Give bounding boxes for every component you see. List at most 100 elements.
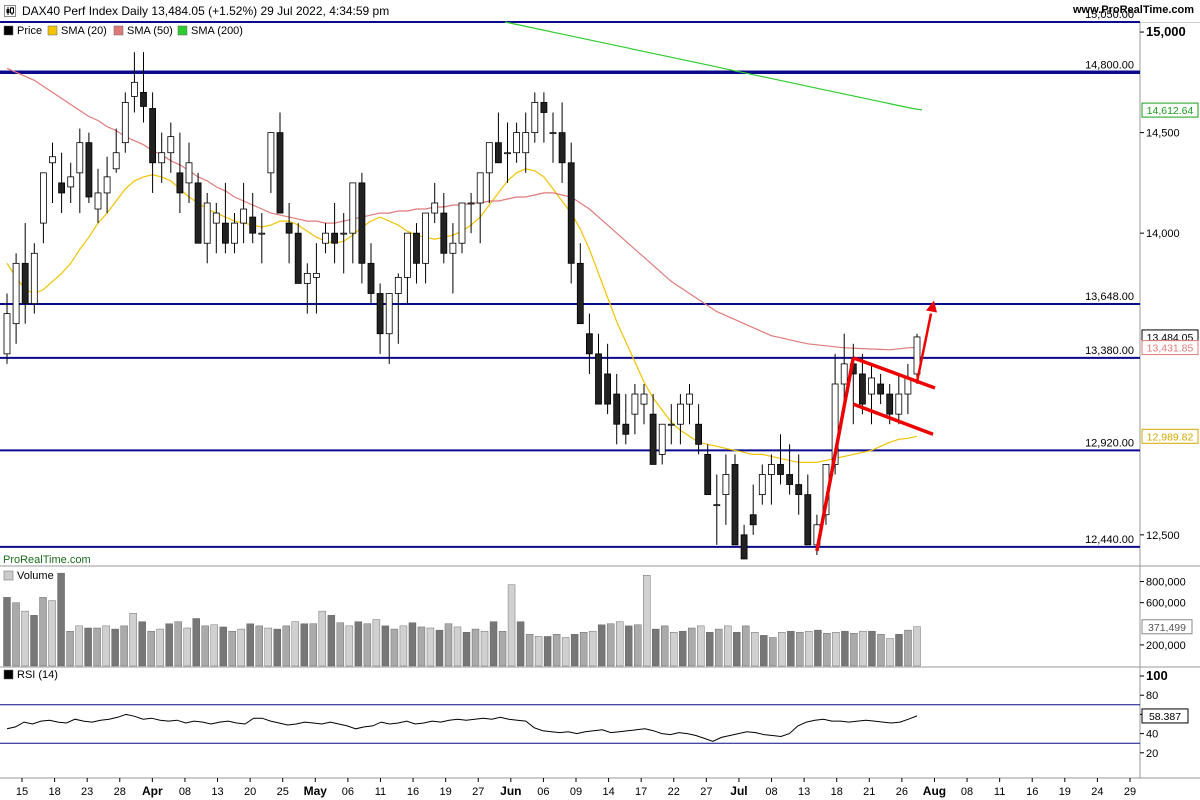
candle-body xyxy=(231,222,238,244)
rsi-legend-swatch xyxy=(3,669,14,680)
candle xyxy=(777,434,784,485)
volume-bar xyxy=(796,632,804,667)
volume-bar xyxy=(534,636,543,667)
candle xyxy=(895,373,903,425)
x-tick-label: 18 xyxy=(48,786,60,798)
candle xyxy=(494,112,502,164)
x-tick-label: 23 xyxy=(81,786,93,798)
x-tick-label: 21 xyxy=(863,786,875,798)
volume-bar xyxy=(183,627,191,667)
candle-body xyxy=(440,212,448,254)
sma50-value-label: 13,431.85 xyxy=(1147,343,1194,355)
candle xyxy=(231,213,238,254)
candle-body xyxy=(303,272,311,284)
candle xyxy=(667,404,675,445)
legend-label-1: SMA (20) xyxy=(61,25,107,37)
volume-bar xyxy=(498,630,507,667)
candle-body xyxy=(212,212,220,224)
candle xyxy=(631,384,639,435)
volume-bar xyxy=(886,638,894,667)
volume-bar xyxy=(192,618,200,667)
volume-bar xyxy=(165,623,173,667)
candle xyxy=(67,162,75,203)
chart-type-icon[interactable] xyxy=(4,5,16,17)
volume-bar xyxy=(832,632,840,667)
candle xyxy=(522,112,530,173)
candle xyxy=(567,142,575,284)
candle-body xyxy=(595,353,602,405)
candle xyxy=(595,333,602,405)
price-tick-label: 15,000 xyxy=(1146,24,1186,39)
candle xyxy=(713,474,721,545)
sma200-value-label: 14,612.64 xyxy=(1147,105,1194,117)
volume-bar xyxy=(354,621,363,667)
candle xyxy=(904,363,912,415)
candle xyxy=(121,92,129,153)
candle-body xyxy=(576,262,584,325)
candle xyxy=(176,132,184,214)
level-label-1: 14,800.00 xyxy=(1085,59,1134,71)
candle xyxy=(40,172,47,244)
volume-bar xyxy=(895,634,903,667)
x-tick-label: Aug xyxy=(923,784,946,798)
brand-link[interactable]: www.ProRealTime.com xyxy=(1072,4,1194,16)
chart-title: DAX40 Perf Index Daily 13,484.05 (+1.52%… xyxy=(22,4,390,18)
volume-bar xyxy=(633,624,642,667)
candle xyxy=(786,444,793,495)
candle-body xyxy=(40,172,47,224)
candle xyxy=(476,172,484,244)
candle-body xyxy=(221,222,229,244)
candle-body xyxy=(677,403,684,425)
candle-body xyxy=(758,474,766,496)
volume-tick-label: 600,000 xyxy=(1146,598,1186,610)
candle xyxy=(504,122,511,183)
candle-body xyxy=(449,242,457,254)
volume-bar xyxy=(318,610,327,667)
sma20-value-label-box xyxy=(1141,428,1199,444)
candle xyxy=(203,192,211,264)
candle xyxy=(431,182,439,224)
x-tick-label: 19 xyxy=(1059,786,1071,798)
candle xyxy=(194,172,202,244)
candle-body xyxy=(886,393,894,415)
volume-bar xyxy=(345,625,354,667)
candle xyxy=(531,92,539,143)
level-label-3: 13,380.00 xyxy=(1085,345,1134,357)
candle xyxy=(140,52,147,123)
candle xyxy=(267,132,275,193)
candle-body xyxy=(3,313,11,355)
volume-bar xyxy=(363,623,372,667)
volume-bar xyxy=(291,621,300,667)
candle xyxy=(158,132,166,183)
x-tick-label: 15 xyxy=(16,786,28,798)
candle xyxy=(276,112,284,214)
volume-bar xyxy=(606,623,615,667)
x-tick-label: 09 xyxy=(570,786,582,798)
volume-bar xyxy=(679,630,687,667)
candle-body xyxy=(831,383,839,465)
candle-body xyxy=(149,108,157,164)
volume-bar xyxy=(201,625,209,667)
candle xyxy=(458,202,466,254)
volume-bar xyxy=(417,626,426,667)
volume-bar xyxy=(399,625,408,667)
volume-bar xyxy=(48,600,56,667)
candle-body xyxy=(877,383,884,395)
volume-bar xyxy=(57,572,65,667)
volume-bar xyxy=(670,632,678,667)
volume-bar xyxy=(733,632,741,667)
volume-bar xyxy=(769,637,777,667)
rsi-tick-label: 100 xyxy=(1146,668,1168,683)
candle-body xyxy=(704,453,712,496)
x-tick-label: May xyxy=(304,784,328,798)
volume-bar xyxy=(624,625,633,667)
candle-body xyxy=(258,232,266,235)
candle xyxy=(21,223,29,324)
x-tick-label: 29 xyxy=(1124,786,1136,798)
volume-bar xyxy=(868,630,876,667)
volume-bar xyxy=(552,634,561,667)
candle-body xyxy=(140,91,147,107)
candle xyxy=(258,213,266,264)
x-tick-label: 27 xyxy=(700,786,712,798)
